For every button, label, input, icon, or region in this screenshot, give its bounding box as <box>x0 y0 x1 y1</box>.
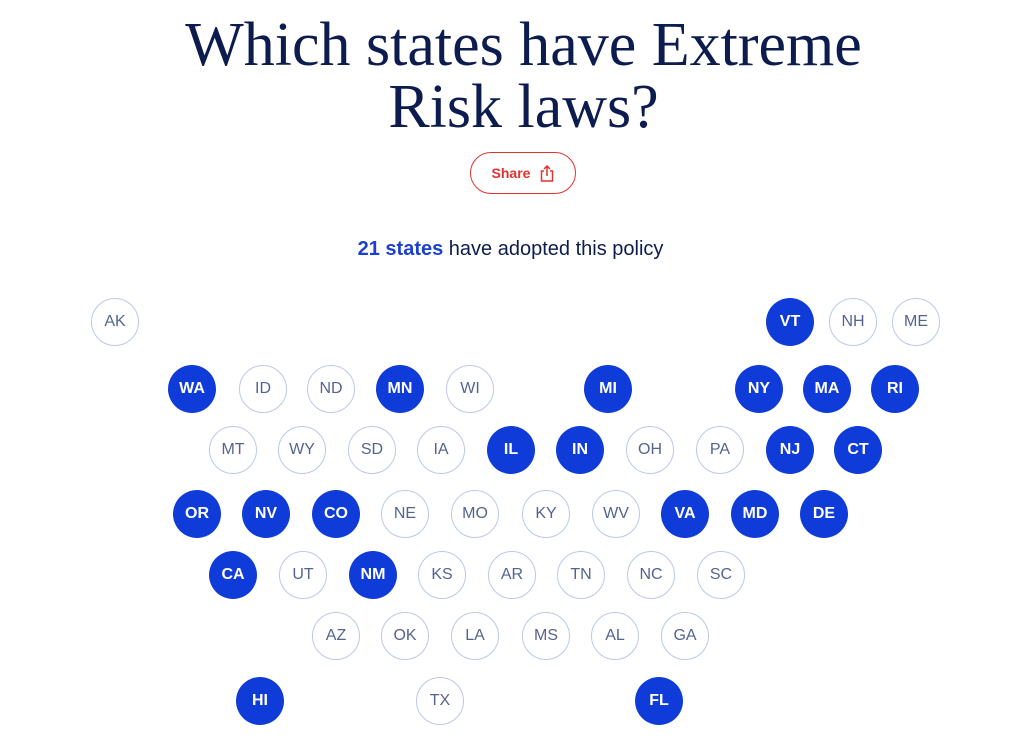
share-icon <box>541 164 554 182</box>
state-tile[interactable]: KS <box>418 551 466 599</box>
state-tile[interactable]: RI <box>871 365 919 413</box>
state-tile[interactable]: PA <box>696 426 744 474</box>
state-tile[interactable]: ME <box>892 298 940 346</box>
state-tile[interactable]: MT <box>209 426 257 474</box>
state-tile[interactable]: ID <box>239 365 287 413</box>
state-tile[interactable]: IN <box>556 426 604 474</box>
state-tile[interactable]: VT <box>766 298 814 346</box>
state-tile[interactable]: OH <box>626 426 674 474</box>
state-tile[interactable]: AL <box>591 612 639 660</box>
state-tile[interactable]: HI <box>236 677 284 725</box>
state-tile[interactable]: CO <box>312 490 360 538</box>
state-tile[interactable]: UT <box>279 551 327 599</box>
state-tile[interactable]: FL <box>635 677 683 725</box>
share-button[interactable]: Share <box>470 152 576 194</box>
state-tile[interactable]: VA <box>661 490 709 538</box>
state-tile[interactable]: MS <box>522 612 570 660</box>
summary: 21 states have adopted this policy <box>0 238 1021 261</box>
state-tile[interactable]: AK <box>91 298 139 346</box>
state-tile[interactable]: AR <box>488 551 536 599</box>
state-tile[interactable]: NJ <box>766 426 814 474</box>
summary-count: 21 states <box>357 238 444 260</box>
state-tile[interactable]: OK <box>381 612 429 660</box>
state-tile[interactable]: NM <box>349 551 397 599</box>
state-tile[interactable]: WA <box>168 365 216 413</box>
state-tile[interactable]: NY <box>735 365 783 413</box>
state-tile[interactable]: IL <box>487 426 535 474</box>
state-tile[interactable]: KY <box>522 490 570 538</box>
state-tile[interactable]: LA <box>451 612 499 660</box>
state-tile[interactable]: NH <box>829 298 877 346</box>
state-tile[interactable]: MN <box>376 365 424 413</box>
state-tile[interactable]: GA <box>661 612 709 660</box>
state-tile[interactable]: AZ <box>312 612 360 660</box>
state-tile[interactable]: NE <box>381 490 429 538</box>
state-tile[interactable]: MI <box>584 365 632 413</box>
state-tile[interactable]: NV <box>242 490 290 538</box>
share-label: Share <box>491 165 531 181</box>
state-tile[interactable]: OR <box>173 490 221 538</box>
summary-text: have adopted this policy <box>448 238 664 260</box>
state-tile[interactable]: ND <box>307 365 355 413</box>
state-tile[interactable]: CT <box>834 426 882 474</box>
state-tile[interactable]: IA <box>417 426 465 474</box>
title: Which states have Extreme Risk laws? <box>185 11 862 141</box>
state-tile[interactable]: NC <box>627 551 675 599</box>
state-tile[interactable]: TX <box>416 677 464 725</box>
state-tile[interactable]: SC <box>697 551 745 599</box>
state-tile[interactable]: WV <box>592 490 640 538</box>
state-tile[interactable]: MA <box>803 365 851 413</box>
state-tile[interactable]: MD <box>731 490 779 538</box>
state-tile[interactable]: CA <box>209 551 257 599</box>
state-tile[interactable]: MO <box>451 490 499 538</box>
state-tile[interactable]: SD <box>348 426 396 474</box>
state-tile[interactable]: DE <box>800 490 848 538</box>
state-tile[interactable]: WY <box>278 426 326 474</box>
state-tile[interactable]: TN <box>557 551 605 599</box>
state-tile[interactable]: WI <box>446 365 494 413</box>
